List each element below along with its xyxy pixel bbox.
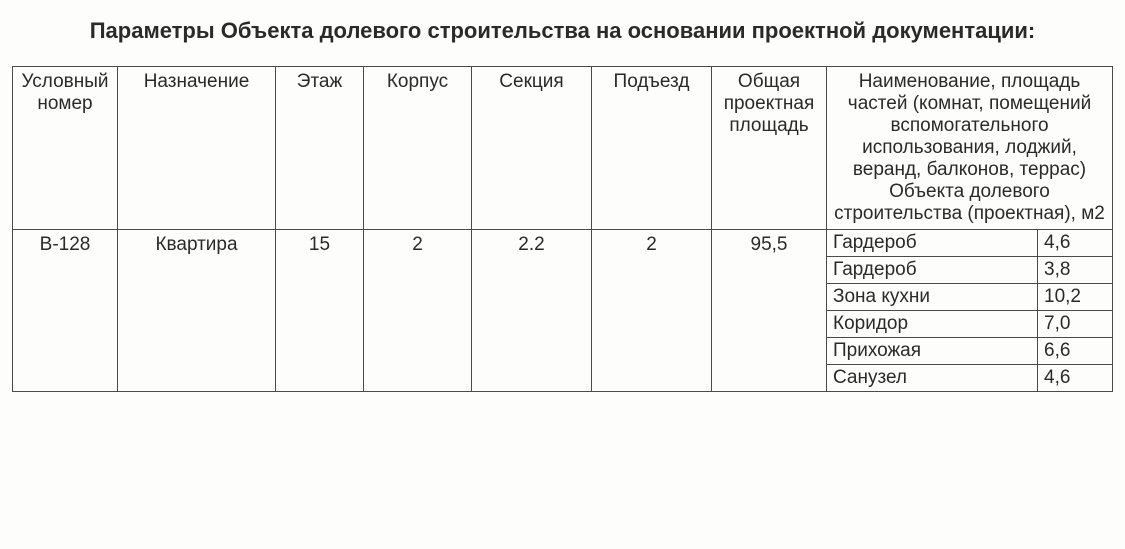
parameters-table: Условный номер Назначение Этаж Корпус Се… (12, 66, 1113, 392)
rooms-table: Гардероб4,6Гардероб3,8Зона кухни10,2Кори… (827, 230, 1112, 391)
room-row: Гардероб3,8 (827, 257, 1112, 284)
room-area: 4,6 (1038, 365, 1113, 392)
cell-entrance: 2 (592, 230, 712, 392)
room-name: Гардероб (827, 230, 1038, 257)
cell-building: 2 (364, 230, 472, 392)
room-area: 4,6 (1038, 230, 1113, 257)
room-area: 3,8 (1038, 257, 1113, 284)
room-name: Зона кухни (827, 284, 1038, 311)
room-row: Зона кухни10,2 (827, 284, 1112, 311)
room-area: 10,2 (1038, 284, 1113, 311)
room-name: Прихожая (827, 338, 1038, 365)
cell-ref: В-128 (13, 230, 118, 392)
header-ref: Условный номер (13, 67, 118, 230)
header-floor: Этаж (276, 67, 364, 230)
header-section: Секция (472, 67, 592, 230)
cell-area: 95,5 (712, 230, 827, 392)
header-building: Корпус (364, 67, 472, 230)
room-name: Гардероб (827, 257, 1038, 284)
room-area: 7,0 (1038, 311, 1113, 338)
header-row: Условный номер Назначение Этаж Корпус Се… (13, 67, 1113, 230)
data-row: В-128 Квартира 15 2 2.2 2 95,5 Гардероб4… (13, 230, 1113, 392)
header-entrance: Подъезд (592, 67, 712, 230)
header-area: Общая проектная площадь (712, 67, 827, 230)
header-rooms: Наименование, площадь частей (комнат, по… (827, 67, 1113, 230)
room-row: Санузел4,6 (827, 365, 1112, 392)
room-name: Санузел (827, 365, 1038, 392)
cell-section: 2.2 (472, 230, 592, 392)
room-name: Коридор (827, 311, 1038, 338)
cell-rooms: Гардероб4,6Гардероб3,8Зона кухни10,2Кори… (827, 230, 1113, 392)
room-row: Коридор7,0 (827, 311, 1112, 338)
cell-purpose: Квартира (118, 230, 276, 392)
page-title: Параметры Объекта долевого строительства… (12, 18, 1113, 44)
cell-floor: 15 (276, 230, 364, 392)
room-area: 6,6 (1038, 338, 1113, 365)
room-row: Гардероб4,6 (827, 230, 1112, 257)
room-row: Прихожая6,6 (827, 338, 1112, 365)
header-purpose: Назначение (118, 67, 276, 230)
